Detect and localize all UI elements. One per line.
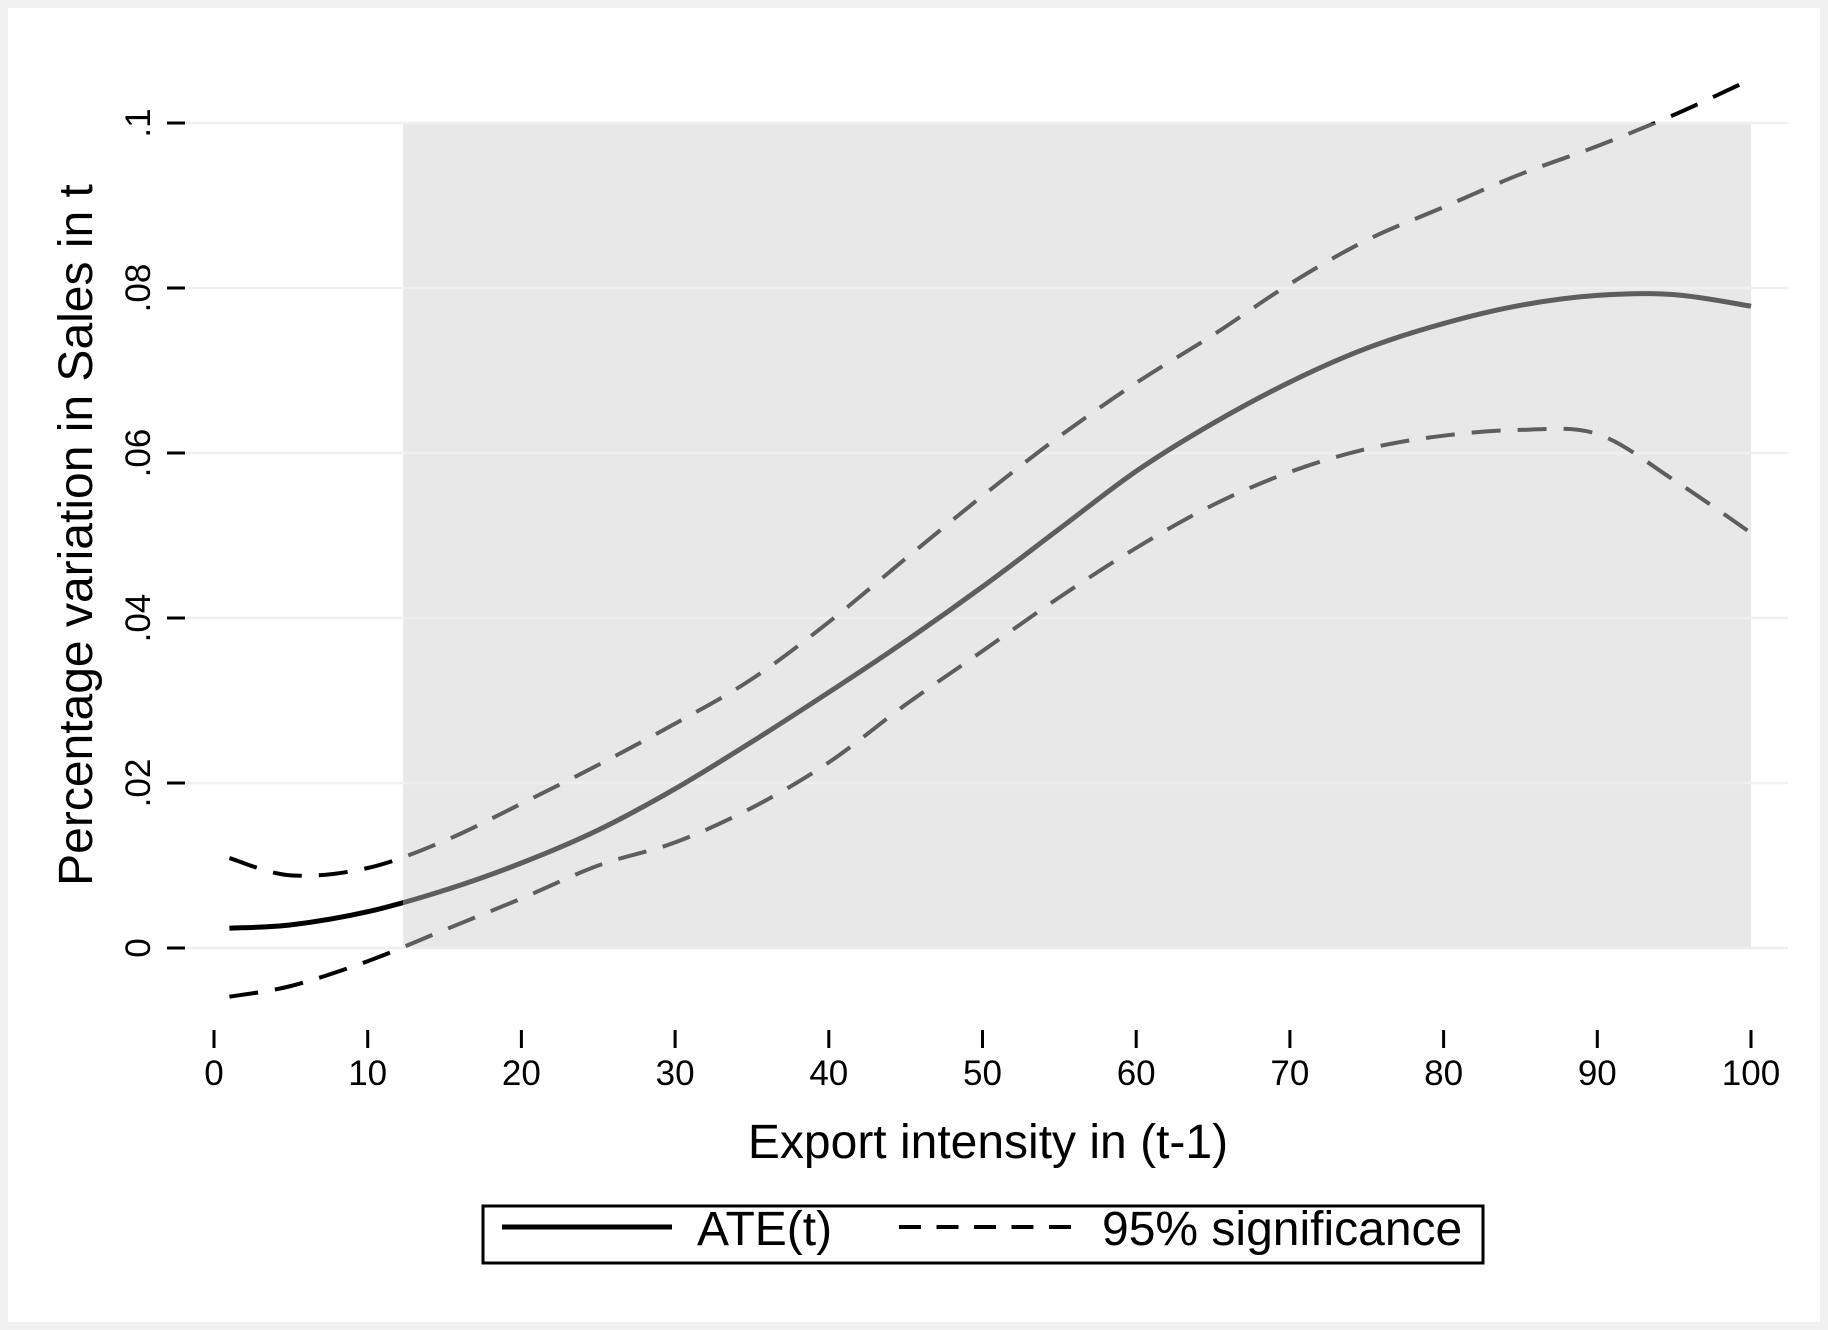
ticks-layer — [167, 121, 1753, 1048]
x-tick-label-60: 60 — [1117, 1054, 1156, 1093]
significance-shaded-region-layer — [403, 123, 1751, 948]
legend: ATE(t) 95% significance — [481, 1203, 1485, 1265]
x-tick-label-90: 90 — [1578, 1054, 1617, 1093]
y-tick-label-.1: .1 — [119, 108, 158, 137]
y-axis-title: Percentage variation in Sales in t — [50, 184, 103, 886]
x-tick-label-40: 40 — [809, 1054, 848, 1093]
legend-ate-label: ATE(t) — [697, 1203, 832, 1256]
x-tick-label-20: 20 — [502, 1054, 541, 1093]
x-tick-label-70: 70 — [1270, 1054, 1309, 1093]
ci-lower-curve-inside — [403, 426, 1751, 948]
y-tick-label-.02: .02 — [119, 759, 158, 808]
legend-box — [481, 1204, 1485, 1265]
y-tick-label-.04: .04 — [119, 594, 158, 643]
ate-curve-inside — [403, 291, 1751, 906]
y-tick-label-.06: .06 — [119, 429, 158, 478]
x-tick-label-10: 10 — [348, 1054, 387, 1093]
gridlines-layer — [186, 121, 1788, 950]
x-tick-label-30: 30 — [656, 1054, 695, 1093]
y-tick-label-.08: .08 — [119, 264, 158, 313]
x-tick-label-0: 0 — [204, 1054, 223, 1093]
x-tick-label-80: 80 — [1424, 1054, 1463, 1093]
y-tick-label-0: 0 — [119, 938, 158, 957]
x-tick-label-100: 100 — [1722, 1054, 1780, 1093]
curves-layer — [228, 77, 1753, 999]
x-axis-title: Export intensity in (t-1) — [748, 1116, 1228, 1169]
significance-shaded-region — [403, 123, 1751, 948]
x-tick-label-50: 50 — [963, 1054, 1002, 1093]
tick-labels-layer: 0 .02 .04 .06 .08 .1 0 10 20 30 40 50 60 70 80 90 100 — [119, 108, 1780, 1093]
ci-upper-curve-inside — [403, 123, 1661, 860]
legend-ci-label: 95% significance — [1102, 1203, 1462, 1256]
